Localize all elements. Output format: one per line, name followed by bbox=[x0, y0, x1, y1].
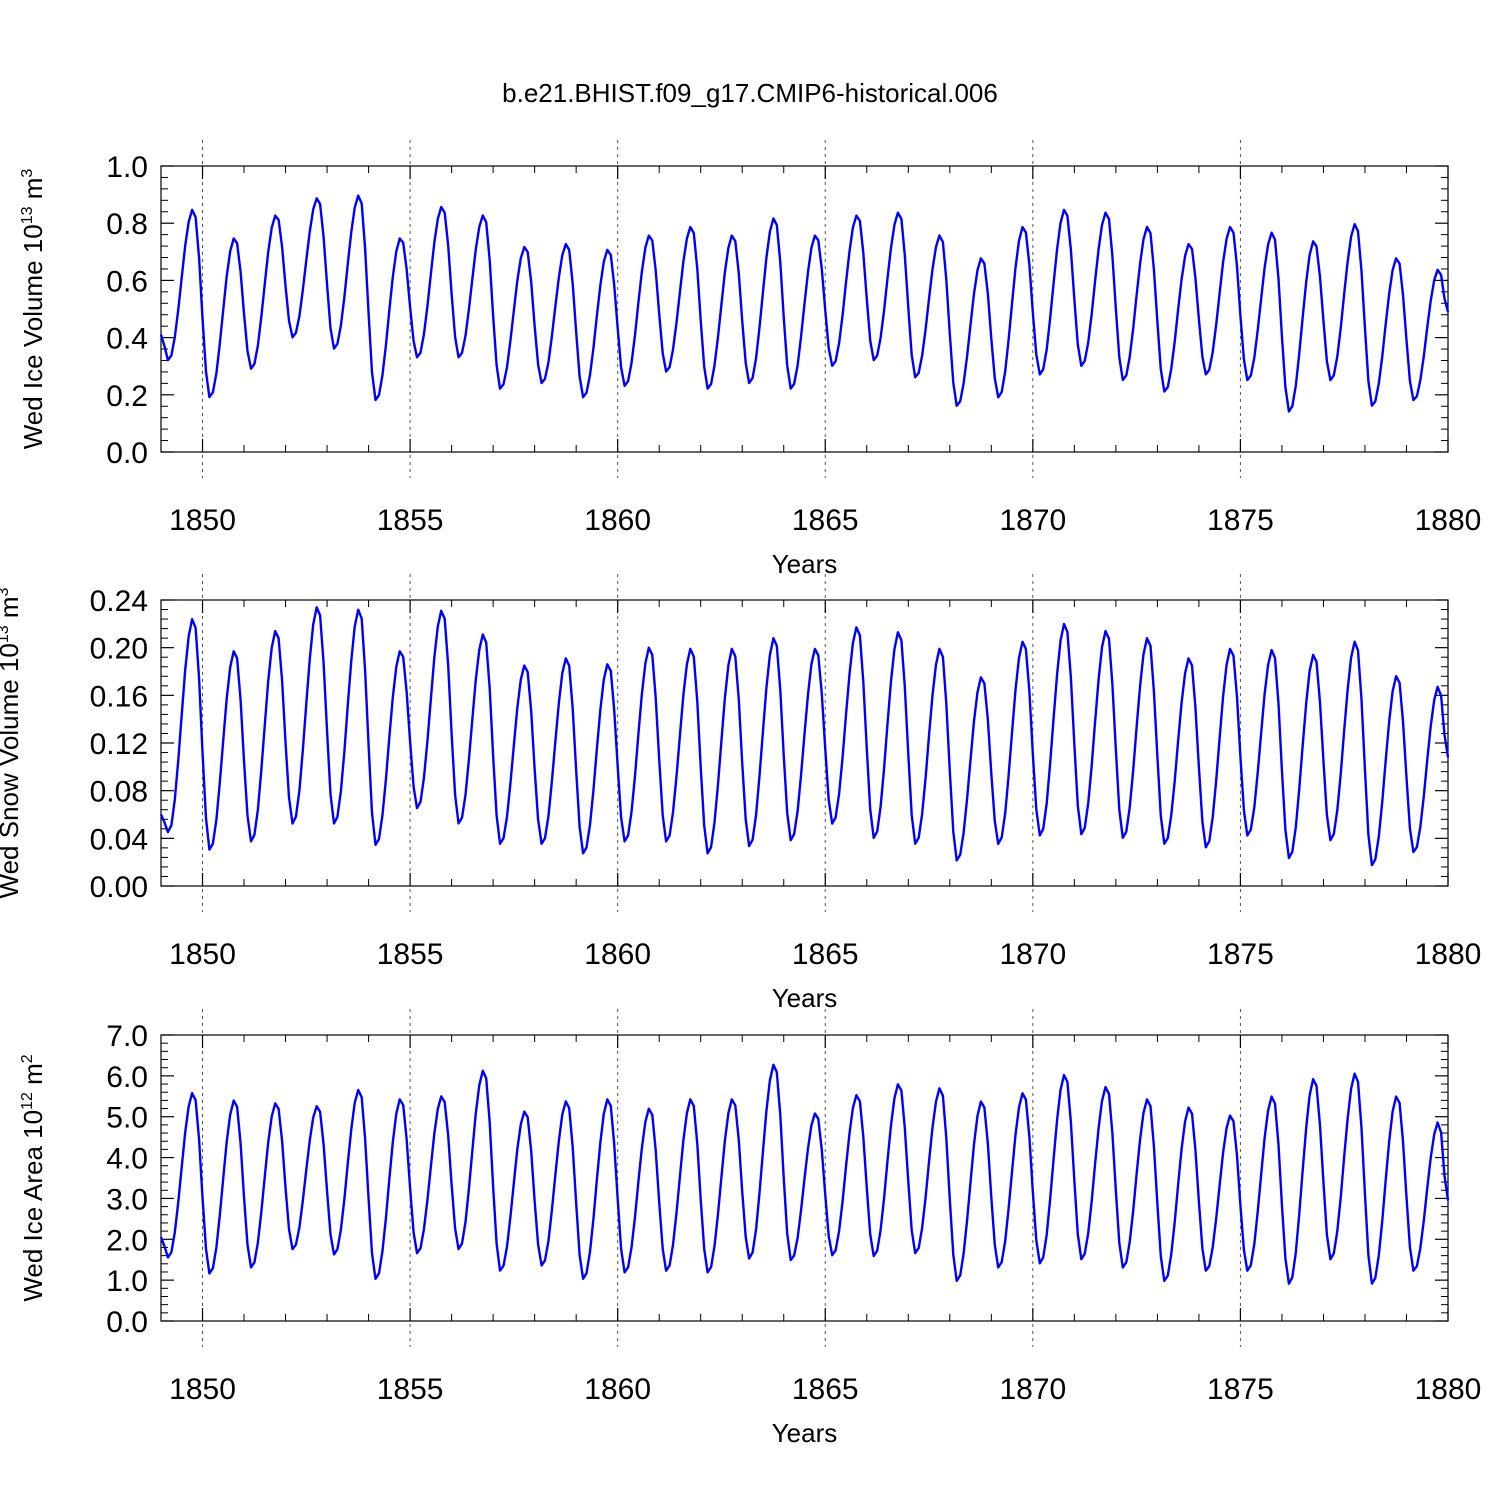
x-tick-label: 1850 bbox=[169, 938, 236, 971]
x-tick-label: 1855 bbox=[377, 938, 444, 971]
y-tick-label: 0.6 bbox=[106, 265, 148, 298]
x-tick-label: 1860 bbox=[584, 504, 651, 537]
y-tick-label: 0.4 bbox=[106, 323, 148, 356]
y-tick-label: 0.0 bbox=[106, 437, 148, 470]
x-tick-label: 1855 bbox=[377, 1373, 444, 1406]
x-tick-label: 1880 bbox=[1415, 504, 1482, 537]
x-tick-label: 1850 bbox=[169, 504, 236, 537]
x-tick-label: 1850 bbox=[169, 1373, 236, 1406]
ylabel: Wed Snow Volume 1013 m3 bbox=[0, 587, 24, 898]
y-tick-label: 0.0 bbox=[106, 1306, 148, 1339]
panel-ice-area: Wed Ice Area 1012 m2 Years 0.0 1.0 2.0 3.0 4… bbox=[18, 1009, 1481, 1448]
y-tick-label: 0.00 bbox=[90, 871, 148, 904]
y-tick-label: 1.0 bbox=[106, 1265, 148, 1298]
xlabel: Years bbox=[772, 1418, 838, 1448]
ylabel: Wed Ice Area 1012 m2 bbox=[18, 1054, 48, 1301]
y-tick-label: 0.04 bbox=[90, 823, 148, 856]
x-tick-label: 1875 bbox=[1207, 1373, 1274, 1406]
panel-ice-volume: Wed Ice Volume 1013 m3 Years 0.0 0.2 0.4 0.… bbox=[18, 140, 1481, 579]
y-tick-label: 0.24 bbox=[90, 585, 148, 618]
x-tick-label: 1865 bbox=[792, 504, 859, 537]
plot-frame bbox=[160, 1034, 1449, 1322]
x-tick-label: 1870 bbox=[999, 1373, 1066, 1406]
y-tick-label: 0.12 bbox=[90, 728, 148, 761]
y-tick-label: 7.0 bbox=[106, 1020, 148, 1053]
ylabel: Wed Ice Volume 1013 m3 bbox=[18, 169, 48, 450]
figure-title: b.e21.BHIST.f09_g17.CMIP6-historical.006 bbox=[502, 78, 998, 108]
x-tick-label: 1875 bbox=[1207, 504, 1274, 537]
x-tick-label: 1860 bbox=[584, 938, 651, 971]
x-tick-label: 1880 bbox=[1415, 938, 1482, 971]
y-tick-label: 0.08 bbox=[90, 776, 148, 809]
y-tick-label: 0.16 bbox=[90, 680, 148, 713]
xlabel: Years bbox=[772, 549, 838, 579]
x-tick-label: 1865 bbox=[792, 938, 859, 971]
y-tick-label: 4.0 bbox=[106, 1143, 148, 1176]
series-line bbox=[159, 194, 1450, 413]
y-tick-label: 6.0 bbox=[106, 1061, 148, 1094]
series-line bbox=[159, 1063, 1450, 1285]
y-tick-label: 5.0 bbox=[106, 1102, 148, 1135]
series-line bbox=[159, 606, 1450, 867]
x-tick-label: 1870 bbox=[999, 938, 1066, 971]
y-tick-label: 0.8 bbox=[106, 208, 148, 241]
x-tick-label: 1855 bbox=[377, 504, 444, 537]
x-tick-label: 1880 bbox=[1415, 1373, 1482, 1406]
y-tick-label: 3.0 bbox=[106, 1183, 148, 1216]
y-tick-label: 0.2 bbox=[106, 380, 148, 413]
panel-snow-volume: Wed Snow Volume 1013 m3 Years 0.00 0.04 0.… bbox=[0, 574, 1481, 1013]
x-tick-label: 1865 bbox=[792, 1373, 859, 1406]
xlabel: Years bbox=[772, 983, 838, 1013]
x-tick-label: 1870 bbox=[999, 504, 1066, 537]
x-tick-label: 1860 bbox=[584, 1373, 651, 1406]
y-tick-label: 1.0 bbox=[106, 151, 148, 184]
y-tick-label: 2.0 bbox=[106, 1224, 148, 1257]
x-tick-label: 1875 bbox=[1207, 938, 1274, 971]
y-tick-label: 0.20 bbox=[90, 633, 148, 666]
